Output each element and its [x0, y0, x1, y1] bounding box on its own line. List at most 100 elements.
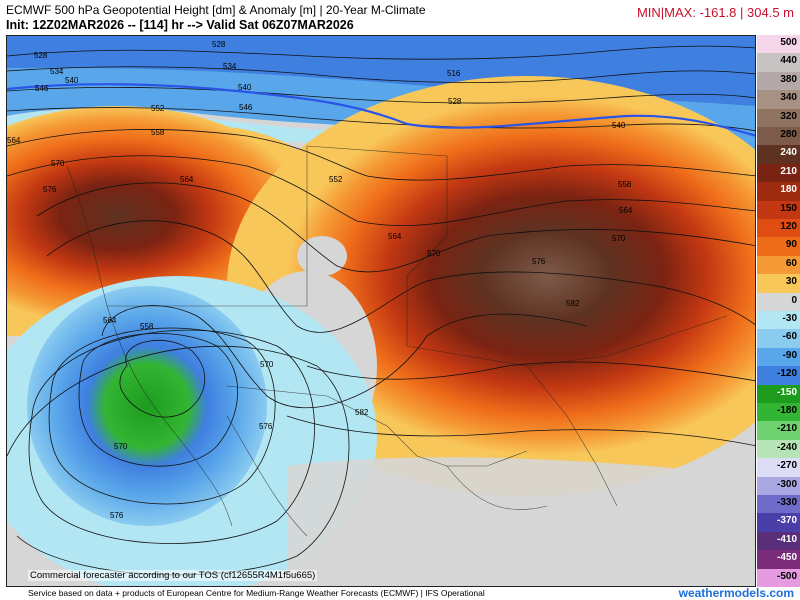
scale-swatch	[757, 439, 800, 459]
scale-swatch	[757, 550, 800, 569]
contour-label: 528	[448, 97, 462, 106]
scale-swatch	[757, 421, 800, 440]
scale-swatch	[757, 71, 800, 91]
scale-label: 240	[780, 147, 797, 159]
contour-label: 564	[180, 175, 194, 184]
scale-step: -30	[757, 311, 800, 330]
contour-label: 534	[223, 62, 237, 71]
scale-step: 150	[757, 200, 800, 219]
scale-swatch	[757, 329, 800, 348]
scale-label: -90	[782, 349, 797, 361]
map-svg: 528 534 540 546 552 558 528 534 540 546 …	[7, 36, 755, 586]
scale-step: -500	[757, 568, 800, 587]
forecast-map[interactable]: 528 534 540 546 552 558 528 534 540 546 …	[6, 35, 756, 587]
scale-label: 340	[780, 92, 797, 104]
scale-step: 440	[757, 53, 800, 72]
height-contours	[7, 45, 755, 576]
east-ridge	[287, 96, 755, 456]
contour-label: 558	[151, 128, 165, 137]
contour-label: 576	[110, 511, 124, 520]
scale-swatch	[757, 237, 800, 256]
scale-step: 380	[757, 71, 800, 91]
scale-swatch	[757, 163, 800, 183]
brand-link[interactable]: weathermodels.com	[678, 586, 794, 600]
scale-label: -330	[776, 497, 797, 508]
scale-label: -500	[776, 570, 797, 582]
sw-low	[27, 286, 267, 526]
scale-step: -330	[757, 495, 800, 514]
scale-label: 440	[780, 55, 797, 67]
scale-label: 120	[780, 221, 797, 232]
contour-label: 558	[140, 322, 154, 331]
contour-label: 570	[51, 159, 65, 168]
scale-swatch	[757, 35, 800, 54]
contour-label: 552	[151, 104, 165, 113]
contour-label: 582	[566, 299, 580, 308]
scale-step: -300	[757, 476, 800, 495]
scale-step: -450	[757, 550, 800, 569]
scale-label: -150	[776, 386, 797, 398]
scale-swatch	[757, 366, 800, 385]
header-bar: ECMWF 500 hPa Geopotential Height [dm] &…	[0, 0, 800, 34]
scale-label: -240	[776, 441, 797, 453]
scale-label: -120	[776, 368, 797, 380]
scale-step: -60	[757, 329, 800, 348]
scale-step: -210	[757, 421, 800, 440]
scale-step: -270	[757, 458, 800, 477]
scale-step: -120	[757, 366, 800, 385]
scale-step: -90	[757, 347, 800, 367]
scale-step: 500	[757, 35, 800, 54]
contour-label: 576	[259, 422, 273, 431]
scale-swatch	[757, 127, 800, 146]
scale-label: -270	[776, 460, 797, 472]
scale-swatch	[757, 311, 800, 330]
contour-label: 516	[447, 69, 461, 78]
coastlines	[66, 145, 728, 537]
scale-step: 120	[757, 219, 800, 238]
scale-label: -180	[776, 405, 797, 416]
scale-swatch	[757, 274, 800, 293]
scale-step: 90	[757, 237, 800, 256]
min-max-readout: MIN|MAX: -161.8 | 304.5 m	[636, 5, 794, 20]
scale-label: 0	[791, 294, 797, 306]
scale-swatch	[757, 458, 800, 477]
scale-swatch	[757, 384, 800, 403]
scale-step: -240	[757, 439, 800, 459]
contour-label: 570	[427, 249, 441, 258]
scale-step: 60	[757, 255, 800, 275]
scale-step: -410	[757, 531, 800, 551]
init-valid-line: Init: 12Z02MAR2026 -- [114] hr --> Valid…	[6, 18, 354, 32]
scale-label: -30	[782, 313, 797, 324]
scale-swatch	[757, 90, 800, 109]
scale-label: 90	[785, 239, 797, 251]
scale-swatch	[757, 531, 800, 551]
scale-step: 210	[757, 163, 800, 183]
scale-swatch	[757, 513, 800, 532]
contour-label: 582	[355, 408, 369, 417]
contour-label: 540	[612, 121, 626, 130]
small-low	[297, 236, 347, 276]
scale-label: -300	[776, 478, 797, 490]
chart-title: ECMWF 500 hPa Geopotential Height [dm] &…	[6, 3, 426, 17]
contour-label: 558	[618, 180, 632, 189]
scale-swatch	[757, 219, 800, 238]
contour-label: 546	[35, 84, 49, 93]
contour-label: 564	[7, 136, 21, 145]
scale-step: 30	[757, 274, 800, 293]
service-attribution: Service based on data + products of Euro…	[28, 588, 485, 598]
contour-label: 528	[34, 51, 48, 60]
scale-step: 180	[757, 182, 800, 201]
scale-swatch	[757, 145, 800, 164]
contour-label: 570	[114, 442, 128, 451]
contour-label: 546	[239, 103, 253, 112]
contour-label: 528	[212, 40, 226, 49]
scale-label: -450	[776, 552, 797, 564]
contour-label: 540	[238, 83, 252, 92]
scale-swatch	[757, 255, 800, 275]
contour-label: 540	[65, 76, 79, 85]
scale-swatch	[757, 182, 800, 201]
scale-step: 340	[757, 90, 800, 109]
scale-label: 30	[785, 276, 797, 288]
scale-swatch	[757, 568, 800, 587]
scale-swatch	[757, 476, 800, 495]
